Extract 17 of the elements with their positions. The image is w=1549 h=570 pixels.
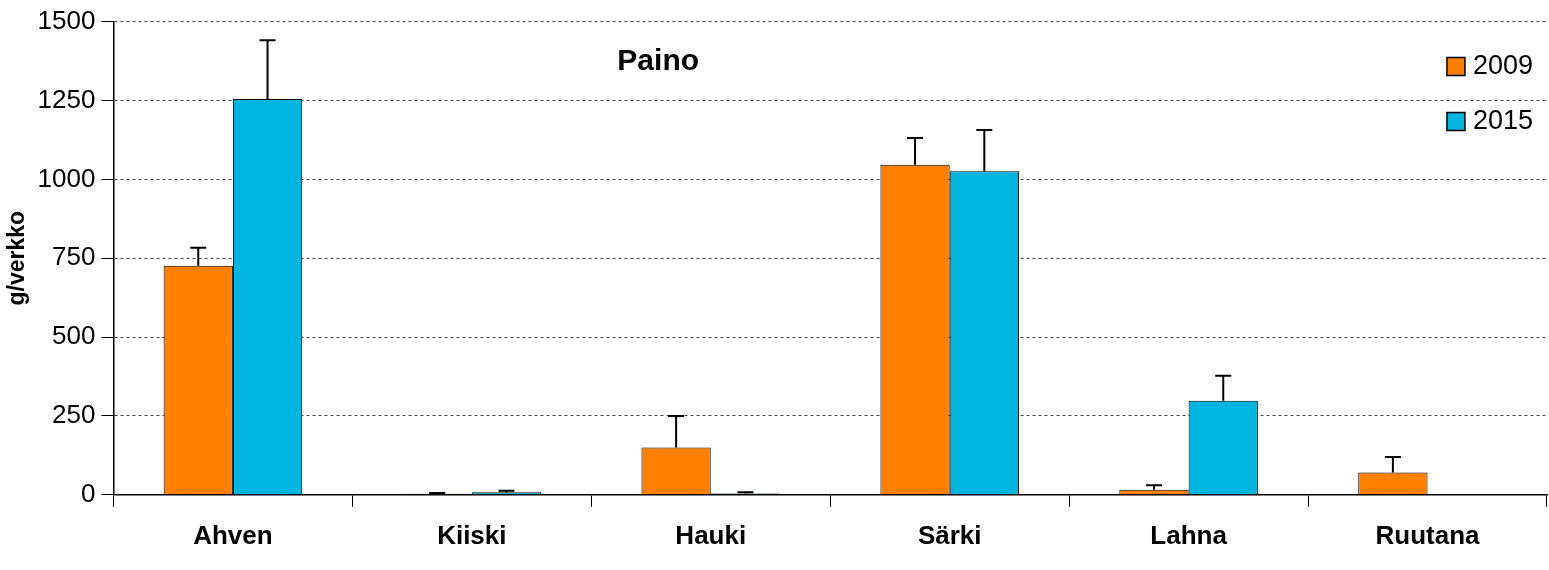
x-tick-label: Kiiski (437, 519, 507, 550)
legend-label: 2015 (1472, 105, 1534, 136)
text: Paino (617, 43, 700, 77)
y-tick-label: 0 (80, 477, 96, 508)
x-tick-label: Särki (917, 519, 982, 550)
x-tick-label: Lahna (1150, 519, 1228, 550)
y-tick-label: 750 (52, 241, 96, 272)
y-tick-label: 1500 (37, 4, 96, 35)
y-tick-label: 500 (52, 320, 96, 351)
y-axis-title: g/verkko (3, 210, 30, 306)
legend-label: 2009 (1472, 50, 1534, 81)
x-tick-label: Ahven (193, 519, 273, 550)
y-tick-label: 1250 (37, 83, 96, 114)
y-tick-label: 250 (52, 399, 96, 430)
x-tick-label: Hauki (675, 519, 747, 550)
y-tick-label: 1000 (37, 162, 96, 193)
x-tick-label: Ruutana (1375, 519, 1481, 550)
